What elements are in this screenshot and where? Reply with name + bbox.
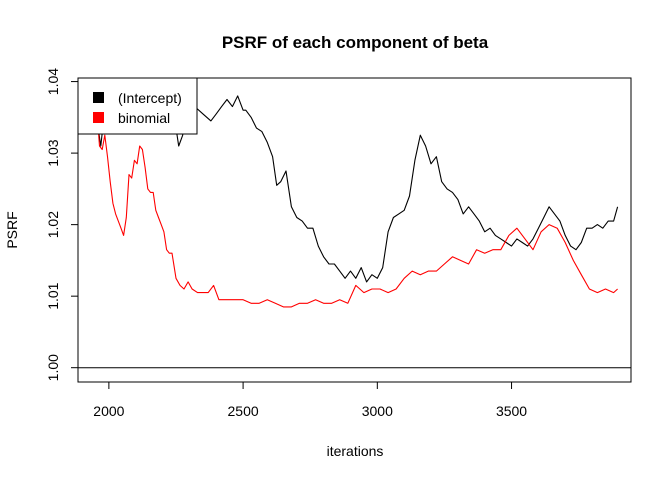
- legend-box: [77, 77, 198, 135]
- x-axis: 2000 2500 3000 3500: [93, 382, 527, 419]
- legend-swatch-intercept: [93, 92, 104, 103]
- y-tick-label: 1.04: [45, 68, 61, 95]
- x-tick-label: 3000: [362, 403, 393, 419]
- x-tick-label: 2500: [228, 403, 259, 419]
- x-tick-label: 3500: [496, 403, 527, 419]
- plot-frame: [77, 77, 632, 383]
- y-tick-label: 1.02: [45, 211, 61, 238]
- legend: (Intercept) binomial: [77, 77, 198, 135]
- legend-label-intercept: (Intercept): [118, 90, 182, 106]
- y-axis: 1.00 1.01 1.02 1.03 1.04: [45, 68, 78, 381]
- y-tick-label: 1.00: [45, 354, 61, 381]
- chart-title: PSRF of each component of beta: [222, 33, 489, 52]
- series-line-binomial: [77, 84, 618, 308]
- y-tick-label: 1.01: [45, 282, 61, 309]
- x-tick-label: 2000: [93, 403, 124, 419]
- y-axis-label: PSRF: [4, 211, 20, 248]
- legend-swatch-binomial: [93, 112, 104, 123]
- x-axis-label: iterations: [327, 443, 384, 459]
- legend-label-binomial: binomial: [118, 110, 170, 126]
- y-tick-label: 1.03: [45, 139, 61, 166]
